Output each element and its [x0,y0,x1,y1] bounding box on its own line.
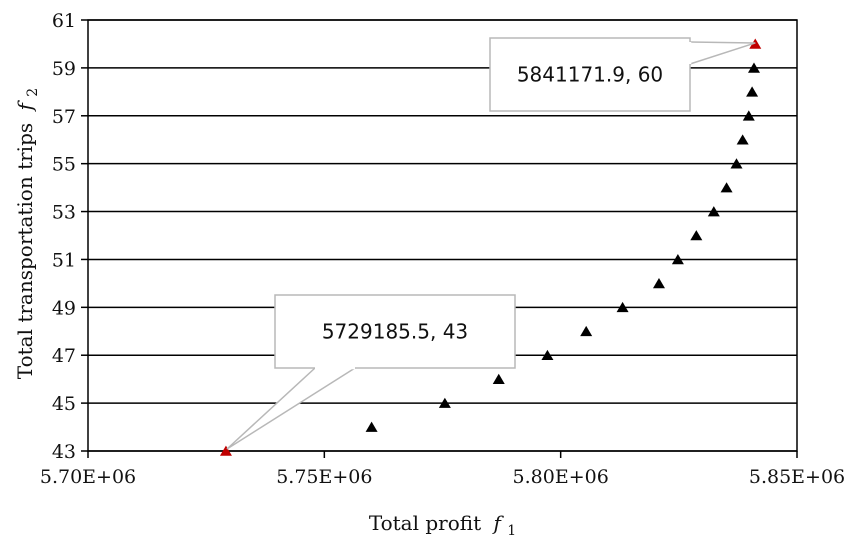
callout-0: 5729185.5, 43 [226,294,516,450]
x-axis-title-text: Total profit [369,511,481,535]
data-point [616,301,629,313]
x-tick-label: 5.70E+06 [40,466,136,488]
data-point [707,206,720,217]
y-tick-label: 43 [52,441,76,463]
y-axis-title-text: Total transportation trips [13,123,37,379]
data-point [730,158,743,169]
callout-pointer [689,41,756,65]
y-tick-label: 49 [52,297,76,319]
data-point [746,86,759,97]
callout-label: 5729185.5, 43 [322,320,468,344]
y-tick-label: 61 [52,10,76,32]
highlighted-point [219,445,232,456]
callout-box [274,294,516,369]
x-tick-label: 5.85E+06 [749,466,845,488]
data-point [541,349,554,361]
callout-box [489,37,691,112]
data-point [690,230,703,241]
data-point [365,421,378,432]
y-tick-label: 53 [52,202,76,224]
y-axis-title-subscript: 2 [25,88,41,97]
data-point [742,110,755,121]
callout-pointer [226,367,356,450]
data-point [652,277,665,289]
y-tick-label: 47 [52,345,76,367]
y-tick-labels: 43 45 47 49 51 53 55 57 59 61 [52,10,76,463]
x-tick-labels: 5.70E+06 5.75E+06 5.80E+06 5.85E+06 [40,466,845,488]
y-axis-title: Total transportation trips f 2 [13,88,41,379]
data-point [438,397,451,408]
y-tick-label: 57 [52,106,76,128]
y-tick-label: 51 [52,249,76,271]
data-point [492,373,505,384]
data-points [219,38,762,456]
data-point [720,182,733,193]
data-point [736,134,749,145]
plot-area-frame [87,19,798,452]
x-axis-title-symbol: f [492,511,505,535]
y-tick-label: 55 [52,154,76,176]
y-tick-label: 59 [52,58,76,80]
x-tick-label: 5.80E+06 [513,466,609,488]
data-point [580,325,593,337]
callout-1: 5841171.9, 60 [489,37,756,112]
callout-label: 5841171.9, 60 [517,63,663,87]
callouts: 5729185.5, 43 5841171.9, 60 [226,37,756,450]
x-tick-label: 5.75E+06 [276,466,372,488]
data-point [747,62,760,73]
y-tick-label: 45 [52,393,76,415]
data-point [671,254,684,265]
y-axis-title-symbol: f [13,99,37,112]
x-axis-title-subscript: 1 [507,523,516,539]
x-axis-title: Total profit f 1 [369,511,516,539]
